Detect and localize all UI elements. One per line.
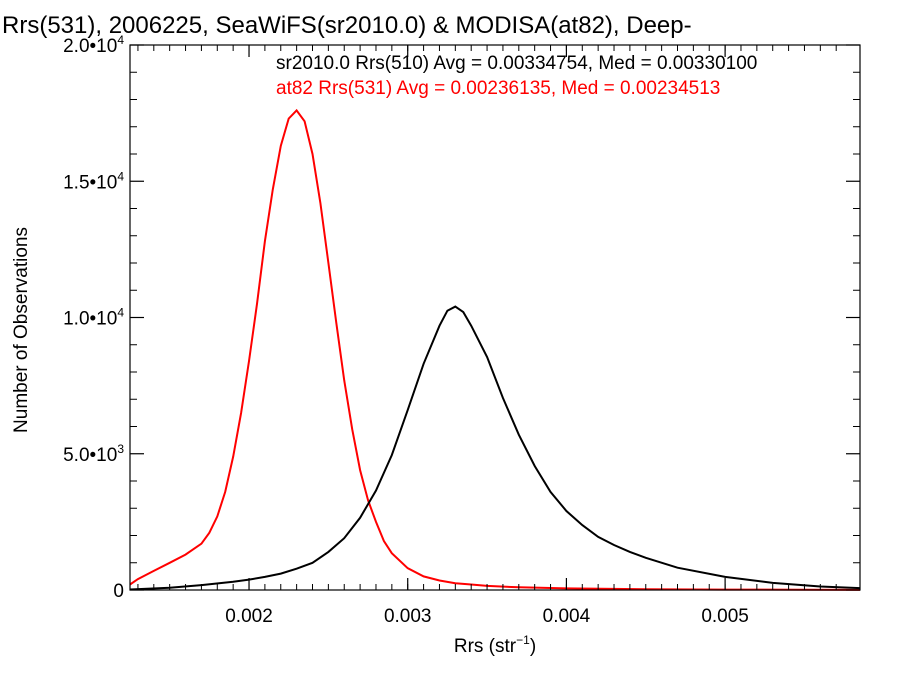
y-tick-label-0: 0 (113, 581, 124, 602)
x-tick-label-1: 0.003 (384, 606, 432, 627)
y-tick-label-1: 5.0•103 (63, 442, 124, 466)
y-tick-label-3: 1.5•104 (63, 169, 124, 193)
annotation-1: at82 Rrs(531) Avg = 0.00236135, Med = 0.… (276, 78, 720, 99)
x-axis-label: Rrs (str−1) (454, 633, 536, 657)
annotation-layer: sr2010.0 Rrs(510) Avg = 0.00334754, Med … (276, 53, 757, 99)
x-axis-label-exponent: −1 (516, 633, 530, 647)
annotation-0: sr2010.0 Rrs(510) Avg = 0.00334754, Med … (276, 53, 757, 74)
x-tick-label-0: 0.002 (225, 606, 273, 627)
y-tick-label-4: 2.0•104 (63, 33, 124, 57)
series-layer (129, 108, 861, 591)
series-line-1 (129, 305, 861, 591)
y-axis-label-group: Number of Observations (11, 227, 32, 433)
x-tick-label-2: 0.004 (543, 606, 591, 627)
x-axis-label-close: ) (530, 636, 536, 657)
x-axis-label-main: Rrs (str (454, 636, 517, 657)
chart-title: Rrs(531), 2006225, SeaWiFS(sr2010.0) & M… (2, 12, 692, 39)
series-line-0 (129, 108, 861, 591)
axes-layer: 0.002 0.003 0.004 0.005 0 5.0•103 1.0•104 1.5•1… (63, 33, 861, 627)
x-tick-label-3: 0.005 (701, 606, 749, 627)
plot-frame (129, 44, 861, 591)
y-axis-label: Number of Observations (11, 227, 32, 433)
y-tick-label-2: 1.0•104 (63, 306, 124, 330)
